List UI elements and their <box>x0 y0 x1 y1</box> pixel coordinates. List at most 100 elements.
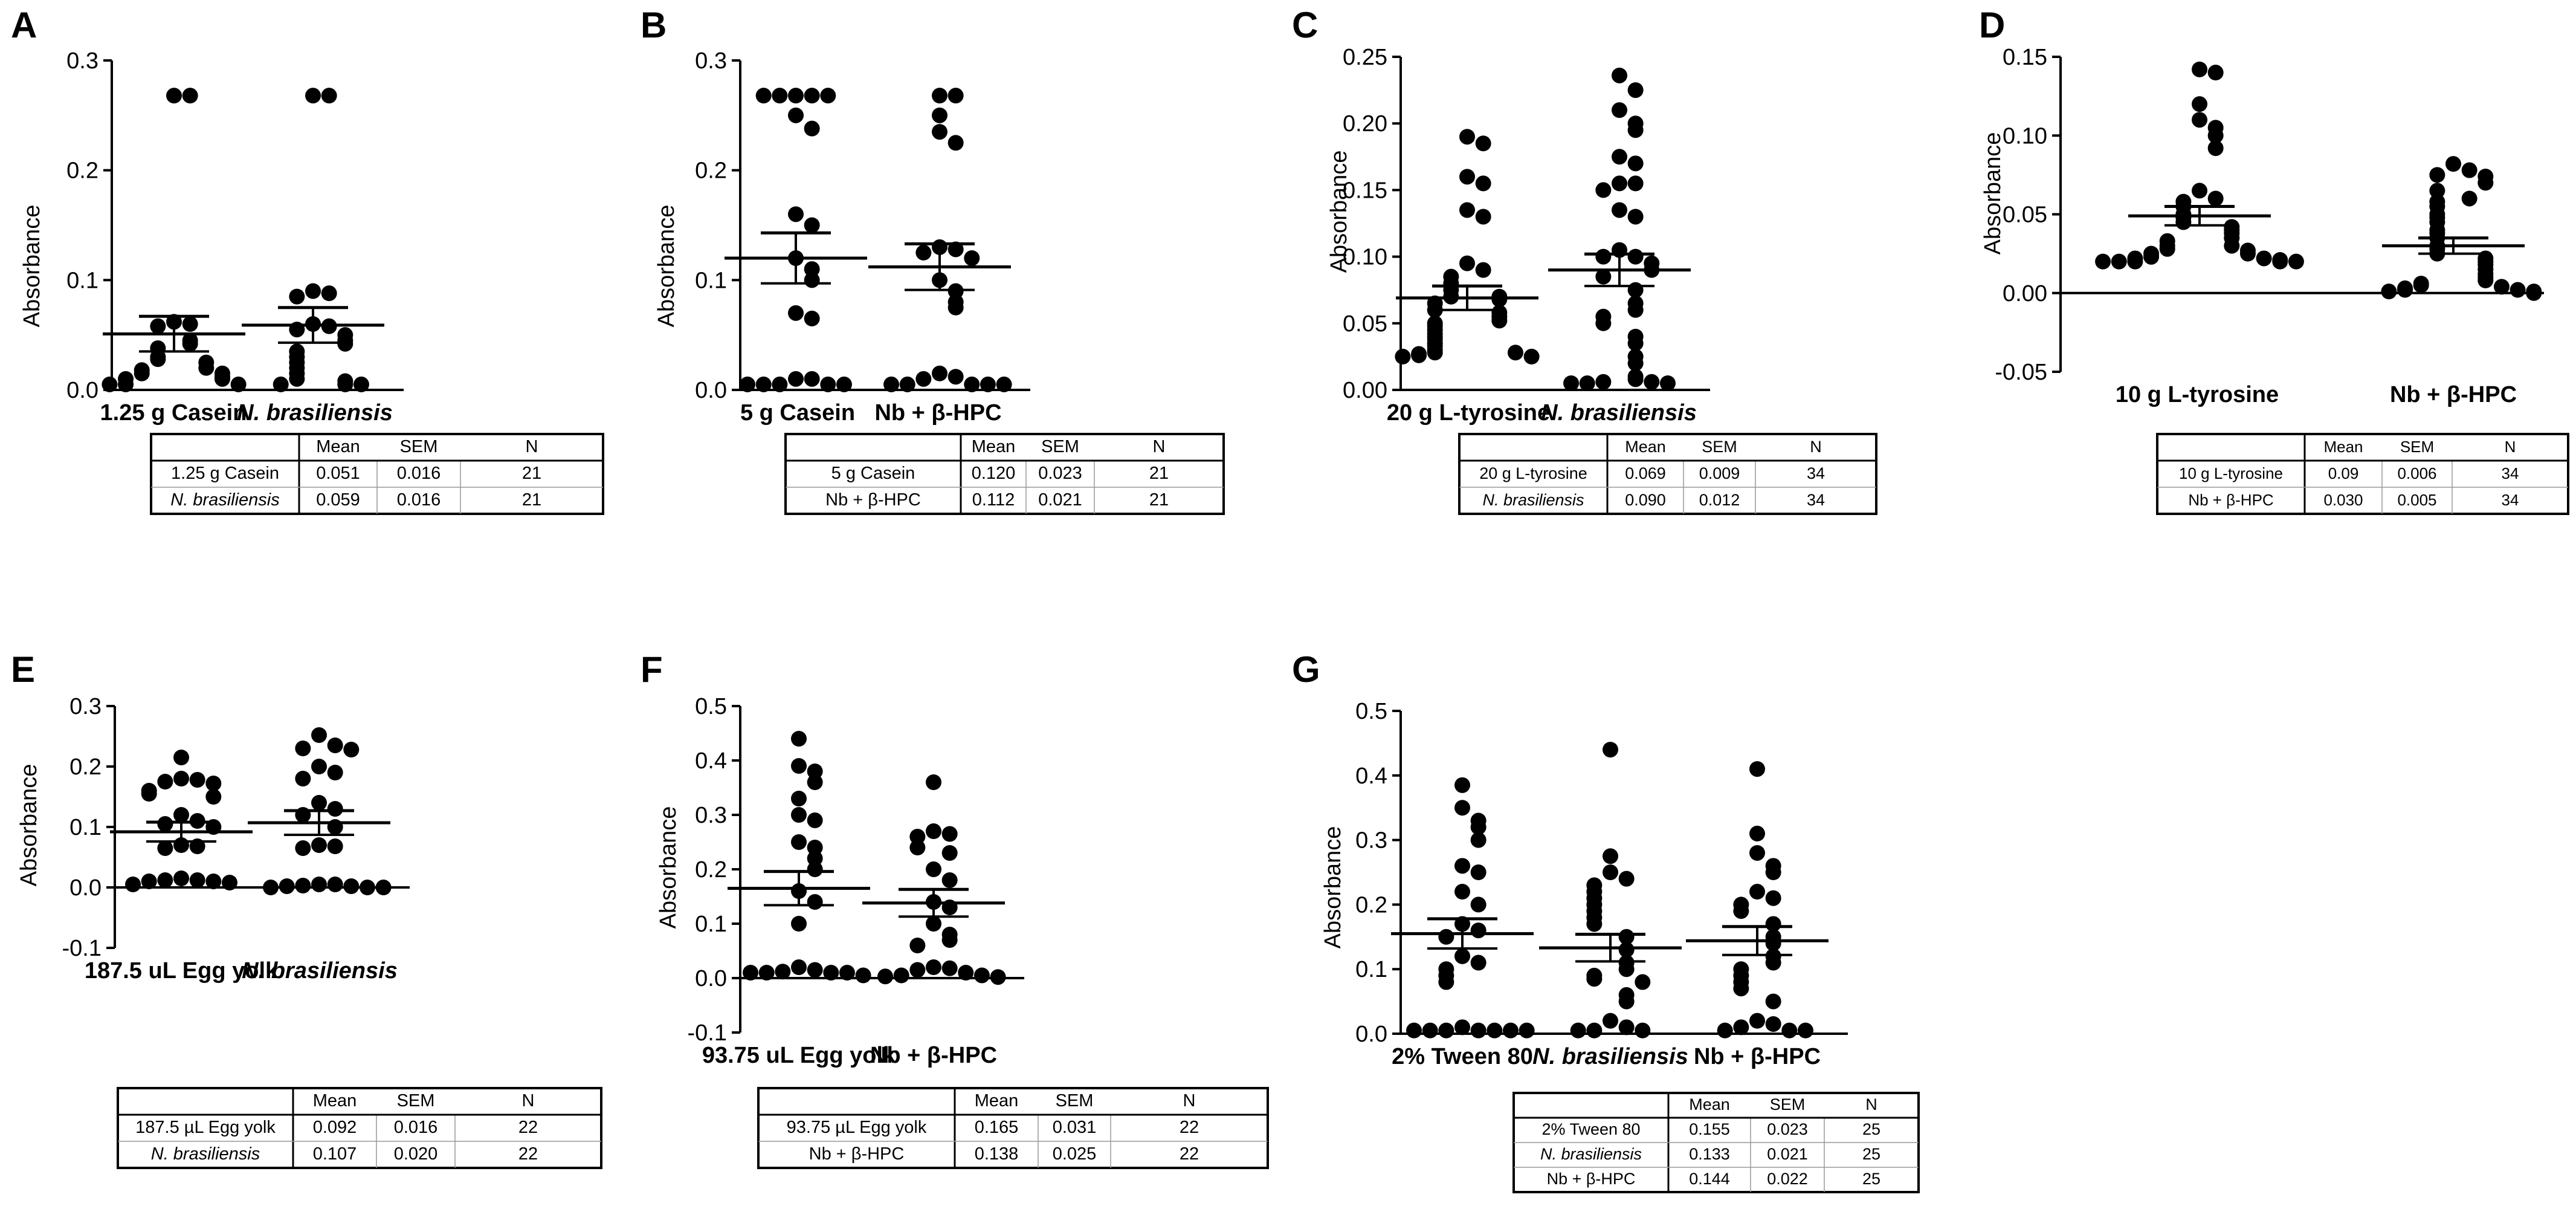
data-point <box>1765 1016 1781 1032</box>
data-point <box>182 316 198 332</box>
data-point <box>321 285 337 302</box>
data-point <box>1459 129 1475 145</box>
data-point <box>1438 929 1454 945</box>
table-cell: 10 g L-tyrosine <box>2179 464 2283 482</box>
table-header-cell: Mean <box>313 1091 357 1110</box>
group-0 <box>728 731 871 984</box>
data-point <box>1749 825 1765 841</box>
table-header-cell: Mean <box>1625 438 1666 456</box>
y-tick-label: 0.1 <box>695 268 727 293</box>
x-category-label: N. brasiliensis <box>1541 400 1697 426</box>
table-cell: 25 <box>1862 1120 1880 1138</box>
data-point <box>926 823 941 839</box>
group-1 <box>242 88 384 392</box>
data-point <box>758 965 775 981</box>
data-point <box>1459 169 1475 185</box>
y-tick-label: 0.05 <box>1343 311 1387 337</box>
table-cell: 0.021 <box>1038 490 1082 510</box>
y-tick-label: 0.10 <box>1343 245 1387 270</box>
table-cell: 0.09 <box>2328 464 2359 482</box>
table-cell: 0.016 <box>397 490 441 510</box>
panel-label: A <box>11 5 37 45</box>
data-point <box>1586 916 1603 932</box>
data-point <box>893 967 909 984</box>
data-point <box>1612 202 1627 218</box>
data-point <box>1438 1022 1454 1039</box>
table-cell: 34 <box>2502 491 2519 509</box>
data-point <box>755 376 772 392</box>
data-point <box>1627 155 1644 172</box>
group-0 <box>1391 777 1535 1039</box>
data-point <box>1470 922 1487 939</box>
table-header-cell: SEM <box>1056 1091 1094 1110</box>
y-tick-label: 0.0 <box>1355 1022 1387 1047</box>
data-point <box>909 829 926 845</box>
table-header-cell: SEM <box>1702 438 1737 456</box>
data-point <box>788 88 804 104</box>
table-cell: 1.25 g Casein <box>171 464 279 483</box>
x-category-label: N. brasiliensis <box>1532 1044 1688 1069</box>
data-point <box>1644 374 1660 390</box>
data-point <box>1749 845 1765 861</box>
data-point <box>909 962 926 978</box>
data-point <box>1595 248 1612 265</box>
table-cell: 0.031 <box>1053 1118 1097 1137</box>
table-cell: 0.120 <box>972 464 1016 483</box>
y-tick-label: 0.1 <box>695 912 727 937</box>
data-point <box>1765 993 1781 1010</box>
data-point <box>1612 149 1627 165</box>
panel-c: C Absorbance 0.00 0.05 0.10 0.15 0.20 0.25 20 g … <box>1292 5 1877 515</box>
table-border <box>1458 433 1877 515</box>
data-point <box>1454 1019 1470 1036</box>
data-point <box>2397 282 2413 298</box>
group-2 <box>1686 761 1829 1039</box>
table-cell: 0.092 <box>313 1118 357 1137</box>
y-tick-label: 0.00 <box>1343 378 1387 403</box>
data-point <box>743 965 759 981</box>
data-point <box>1618 1019 1635 1036</box>
data-point <box>205 776 222 791</box>
data-point <box>807 861 823 877</box>
data-point <box>327 765 343 780</box>
data-point <box>359 880 375 895</box>
data-point <box>141 786 157 802</box>
y-tick-label: 0.2 <box>69 754 102 780</box>
table-header-cell: N <box>526 437 538 456</box>
group-1 <box>1539 742 1682 1039</box>
data-point <box>1507 345 1523 361</box>
y-tick-label: 0.05 <box>2003 203 2047 228</box>
y-tick-label: -0.1 <box>688 1020 727 1046</box>
data-point <box>1459 202 1475 218</box>
data-point <box>947 299 964 316</box>
data-point <box>327 801 343 817</box>
y-tick-label: 0.4 <box>695 748 727 774</box>
panel-g: G Absorbance 0.0 0.1 0.2 0.3 0.4 0.5 2% Tween 80… <box>1292 649 1920 1193</box>
table-cell: 25 <box>1862 1145 1880 1163</box>
data-point <box>823 965 839 981</box>
data-point <box>804 371 820 387</box>
data-point <box>189 772 205 788</box>
data-point <box>1406 1022 1422 1039</box>
table-cell: 0.133 <box>1689 1145 1730 1163</box>
group-1 <box>248 727 392 895</box>
y-tick-label: 0.15 <box>1343 178 1387 203</box>
panel-label: D <box>1979 5 2005 45</box>
data-point <box>877 968 894 985</box>
table-cell: 21 <box>522 490 541 510</box>
data-point <box>343 742 360 757</box>
group-0 <box>102 88 247 392</box>
data-point <box>807 774 823 790</box>
data-point <box>1470 832 1487 848</box>
table-cell: 0.009 <box>1699 464 1740 482</box>
panel-label: C <box>1292 5 1318 45</box>
table-border <box>757 1087 1269 1169</box>
y-axis-label: Absorbance <box>1980 132 2006 255</box>
table-header-cell: N <box>2505 438 2516 456</box>
table-header-cell: SEM <box>397 1091 435 1110</box>
data-point <box>1470 819 1487 835</box>
data-point <box>1627 335 1644 351</box>
data-point <box>883 376 900 392</box>
data-point <box>263 880 279 895</box>
data-point <box>996 376 1012 392</box>
data-point <box>791 807 807 823</box>
